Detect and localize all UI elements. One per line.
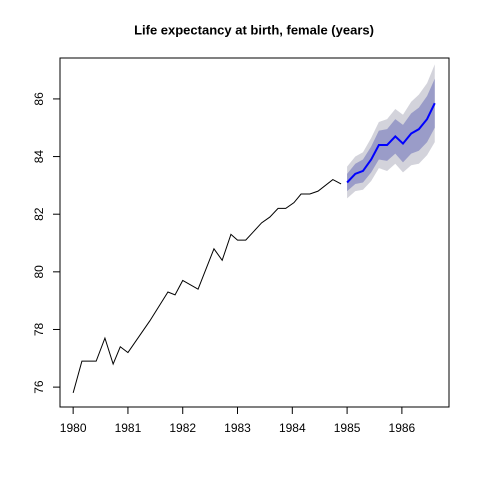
forecast-line: [346, 102, 436, 184]
observed-line: [72, 179, 342, 394]
y-tick-label: 80: [32, 265, 46, 279]
x-tick-label: 1984: [279, 421, 306, 435]
y-tick-label: 76: [32, 380, 46, 394]
x-tick-label: 1980: [60, 421, 87, 435]
x-tick-label: 1985: [334, 421, 361, 435]
x-tick-label: 1983: [224, 421, 251, 435]
y-tick-label: 84: [32, 150, 46, 164]
x-tick-label: 1986: [389, 421, 416, 435]
plot-frame: [59, 57, 450, 408]
y-tick-label: 86: [32, 92, 46, 106]
chart-title: Life expectancy at birth, female (years): [134, 22, 374, 37]
y-tick-label: 82: [32, 207, 46, 221]
x-tick-label: 1982: [169, 421, 196, 435]
y-tick-label: 78: [32, 322, 46, 336]
x-tick-label: 1981: [115, 421, 142, 435]
